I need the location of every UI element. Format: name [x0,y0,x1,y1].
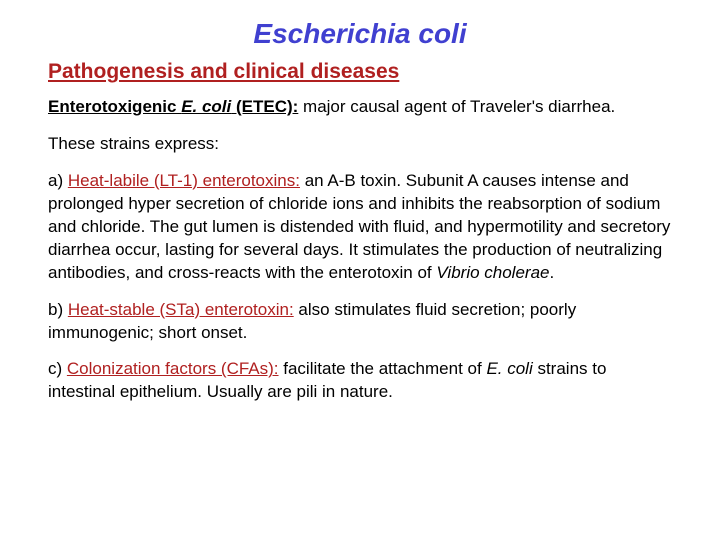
intro-lead-bold: Enterotoxigenic [48,97,181,116]
intro-lead-italic: E. coli [181,97,231,116]
intro-paragraph: Enterotoxigenic E. coli (ETEC): major ca… [48,96,672,119]
item-c: c) Colonization factors (CFAs): facilita… [48,358,672,404]
item-a-heading: Heat-labile (LT-1) enterotoxins: [68,171,300,190]
item-b: b) Heat-stable (STa) enterotoxin: also s… [48,299,672,345]
item-c-body-1: facilitate the attachment of [279,359,487,378]
slide-title: Escherichia coli [48,18,672,50]
intro-rest: major causal agent of Traveler's diarrhe… [298,97,615,116]
item-a-body-2: . [549,263,554,282]
item-a-vibrio: Vibrio cholerae [436,263,549,282]
item-c-label: c) [48,359,67,378]
item-c-ecoli: E. coli [486,359,532,378]
section-heading: Pathogenesis and clinical diseases [48,60,672,84]
express-line: These strains express: [48,133,672,156]
intro-lead-after: (ETEC): [231,97,298,116]
item-b-heading: Heat-stable (STa) enterotoxin: [68,300,294,319]
item-a: a) Heat-labile (LT-1) enterotoxins: an A… [48,170,672,285]
item-c-heading: Colonization factors (CFAs): [67,359,279,378]
item-a-label: a) [48,171,68,190]
item-b-label: b) [48,300,68,319]
